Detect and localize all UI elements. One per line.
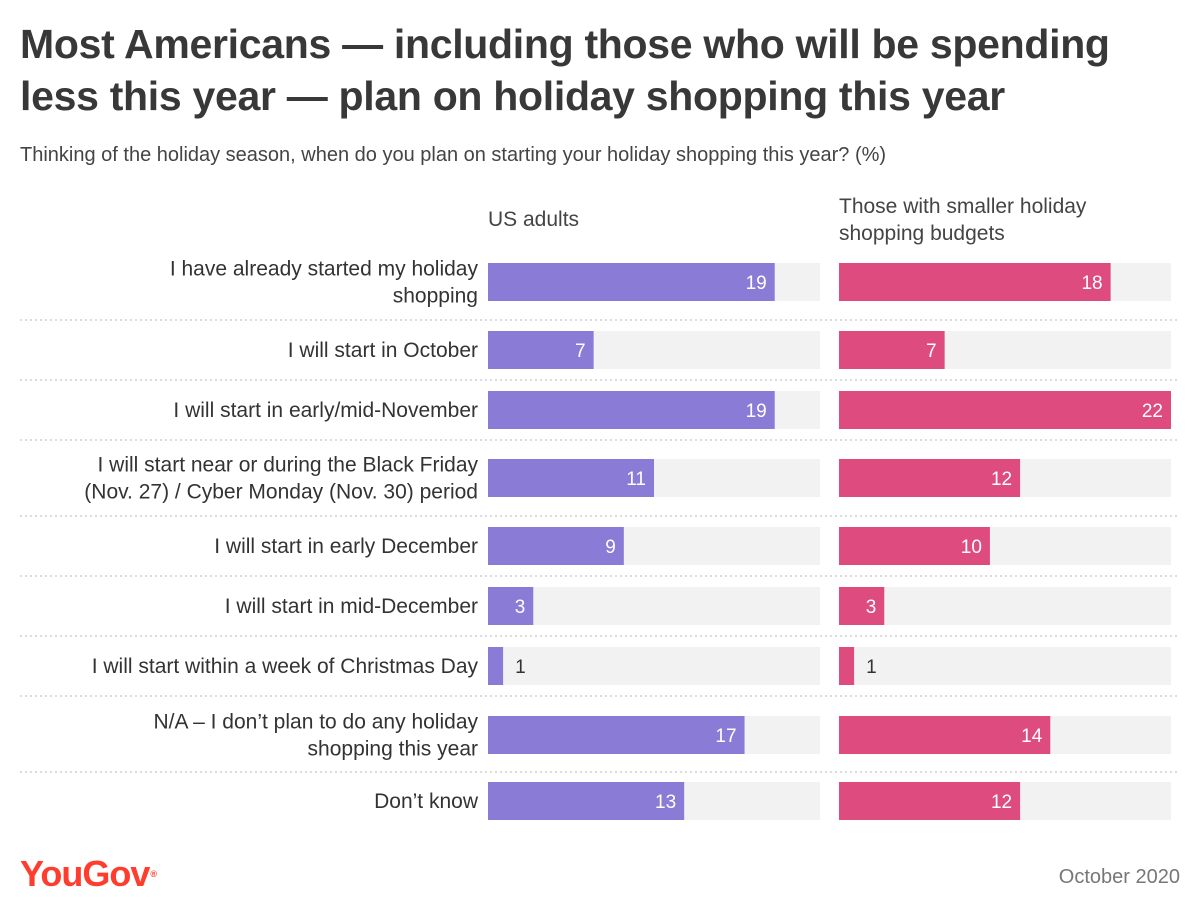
brand-name: YouGov bbox=[20, 853, 150, 894]
bar-smaller-budgets bbox=[839, 331, 945, 369]
brand-registered-mark: ® bbox=[150, 869, 157, 879]
data-label: 14 bbox=[1021, 726, 1043, 747]
bar-smaller-budgets bbox=[839, 647, 855, 685]
bar-us-adults bbox=[488, 459, 654, 497]
data-label: 9 bbox=[605, 537, 616, 558]
category-label: Don’t know bbox=[374, 790, 479, 813]
data-label: 7 bbox=[926, 341, 937, 362]
bar-track bbox=[488, 647, 820, 685]
bar-smaller-budgets bbox=[839, 459, 1021, 497]
bar-us-adults bbox=[488, 716, 745, 754]
category-label: N/A – I don’t plan to do any holiday shop… bbox=[153, 711, 478, 761]
bar-smaller-budgets bbox=[839, 782, 1021, 820]
bar-smaller-budgets bbox=[839, 587, 885, 625]
bar-us-adults bbox=[488, 647, 504, 685]
data-label: 13 bbox=[655, 792, 676, 813]
bar-track bbox=[488, 587, 820, 625]
bar-us-adults bbox=[488, 782, 685, 820]
category-label: I will start within a week of Christmas … bbox=[92, 655, 479, 678]
bar-us-adults bbox=[488, 587, 534, 625]
data-label: 1 bbox=[866, 657, 877, 678]
category-label: I will start in early December bbox=[214, 535, 478, 558]
category-label: I will start in early/mid-November bbox=[173, 399, 478, 422]
data-label: 12 bbox=[991, 469, 1012, 490]
bar-smaller-budgets bbox=[839, 391, 1171, 429]
chart-title: Most Americans — including those who wil… bbox=[20, 21, 1110, 119]
bar-smaller-budgets bbox=[839, 716, 1051, 754]
bar-us-adults bbox=[488, 391, 775, 429]
category-label: I will start in mid-December bbox=[225, 595, 478, 618]
data-label: 22 bbox=[1142, 401, 1163, 422]
data-label: 10 bbox=[961, 537, 982, 558]
data-label: 7 bbox=[575, 341, 586, 362]
data-label: 3 bbox=[866, 597, 877, 618]
source-date: October 2020 bbox=[1058, 866, 1180, 888]
data-label: 19 bbox=[746, 401, 767, 422]
data-label: 19 bbox=[746, 273, 767, 294]
data-label: 18 bbox=[1081, 273, 1102, 294]
data-label: 11 bbox=[626, 469, 646, 490]
bar-us-adults bbox=[488, 527, 624, 565]
data-label: 17 bbox=[715, 726, 736, 747]
series-header-smaller-budgets: Those with smaller holiday shopping budge… bbox=[839, 195, 1087, 245]
bar-us-adults bbox=[488, 263, 775, 301]
category-label: I will start near or during the Black Fr… bbox=[84, 454, 478, 504]
category-label: I have already started my holiday shoppin… bbox=[170, 258, 479, 308]
chart-subtitle: Thinking of the holiday season, when do … bbox=[20, 144, 887, 166]
data-label: 3 bbox=[515, 597, 526, 618]
bar-track bbox=[839, 647, 1171, 685]
bar-smaller-budgets bbox=[839, 263, 1111, 301]
yougov-logo: YouGov® bbox=[20, 852, 157, 896]
series-header-us-adults: US adults bbox=[488, 208, 579, 231]
bar-track bbox=[839, 587, 1171, 625]
data-label: 1 bbox=[515, 657, 526, 678]
category-label: I will start in October bbox=[288, 339, 478, 362]
bar-smaller-budgets bbox=[839, 527, 990, 565]
bar-us-adults bbox=[488, 331, 594, 369]
data-label: 12 bbox=[991, 792, 1012, 813]
